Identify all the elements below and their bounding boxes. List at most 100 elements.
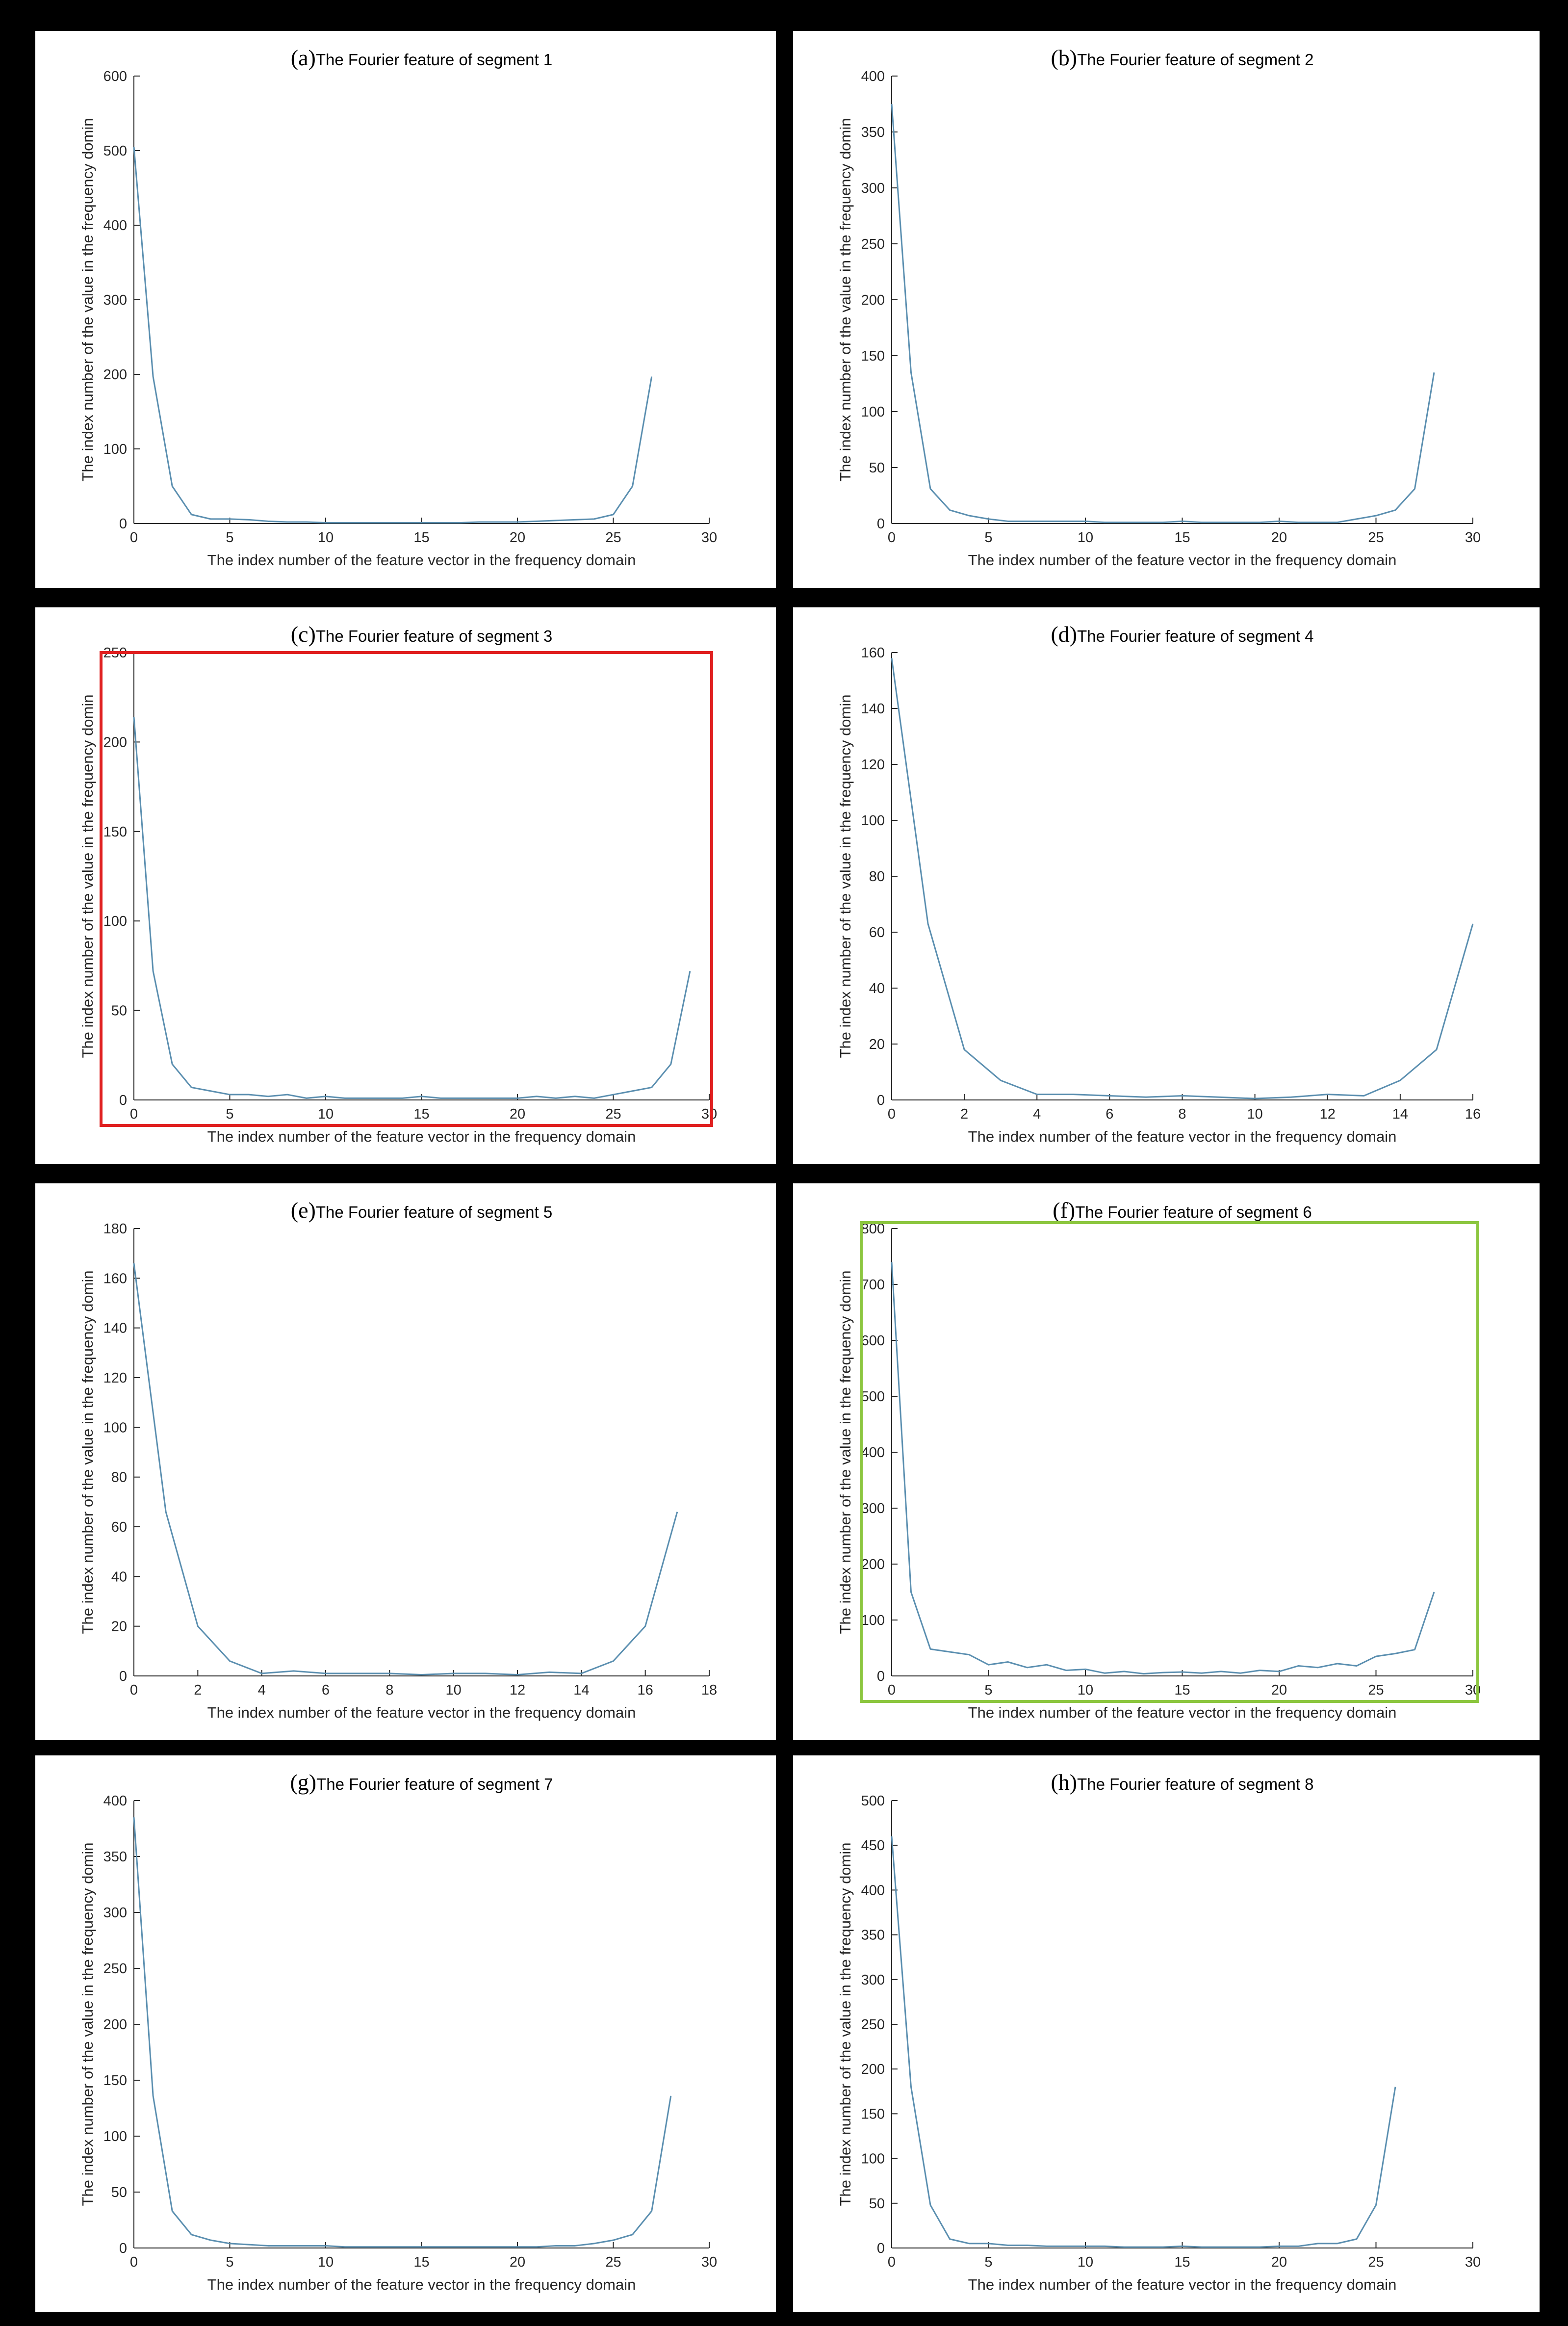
x-tick-label: 8 xyxy=(1178,1106,1186,1122)
x-axis-label: The index number of the feature vector i… xyxy=(207,1704,636,1721)
x-tick-label: 10 xyxy=(1078,2254,1093,2270)
x-tick-label: 0 xyxy=(130,1682,138,1698)
x-tick-label: 25 xyxy=(1368,530,1384,546)
y-tick-label: 0 xyxy=(877,2241,885,2256)
y-tick-label: 0 xyxy=(119,2241,127,2256)
y-tick-label: 500 xyxy=(861,1793,885,1809)
x-tick-label: 30 xyxy=(701,2254,717,2270)
y-tick-label: 500 xyxy=(103,143,127,159)
x-tick-label: 25 xyxy=(1368,2254,1384,2270)
series-line xyxy=(891,1836,1396,2248)
y-tick-label: 250 xyxy=(861,236,885,252)
x-tick-label: 5 xyxy=(984,530,992,546)
chart-panel-f: 0 5 10 15 20 25 30 0 100 200 300 400 500 600 700 800 (f)… xyxy=(793,1183,1540,1740)
y-tick-label: 200 xyxy=(103,2017,127,2033)
x-tick-label: 20 xyxy=(510,2254,525,2270)
y-tick-label: 100 xyxy=(861,2151,885,2167)
x-tick-label: 10 xyxy=(318,2254,334,2270)
x-tick-label: 5 xyxy=(984,1682,992,1698)
chart-svg: 0 5 10 15 20 25 300100200300400500600700800(f)… xyxy=(837,1198,1481,1721)
x-axis-label: The index number of the feature vector i… xyxy=(968,2276,1397,2293)
x-tick-label: 25 xyxy=(605,1106,621,1122)
x-tick-label: 5 xyxy=(226,2254,233,2270)
y-tick-label: 80 xyxy=(111,1470,127,1486)
x-tick-label: 20 xyxy=(1271,530,1287,546)
y-tick-label: 250 xyxy=(103,1961,127,1977)
chart-panel-g: 0 5 10 15 20 25 30 0 50 100 150 200 250 300 350 400 (g)T… xyxy=(35,1755,776,2312)
chart-svg: 0 2 4 6 8 10 12 14 16020406080100120140160(d)The… xyxy=(837,622,1481,1145)
y-tick-label: 400 xyxy=(103,1793,127,1809)
y-tick-label: 450 xyxy=(861,1838,885,1854)
chart-panel-e: 0 2 4 6 8 10 12 14 16 18 0 20 40 60 80 100 120 140 160 180(… xyxy=(35,1183,776,1740)
x-tick-label: 6 xyxy=(322,1682,330,1698)
x-tick-label: 15 xyxy=(1174,530,1190,546)
x-tick-label: 15 xyxy=(413,1106,429,1122)
x-tick-label: 12 xyxy=(510,1682,525,1698)
chart-svg: 0 5 10 15 20 25 30050100150200250300350400(g)T… xyxy=(79,1770,717,2293)
y-tick-label: 400 xyxy=(861,69,885,84)
y-tick-label: 600 xyxy=(861,1333,885,1349)
y-tick-label: 100 xyxy=(861,813,885,829)
y-tick-label: 200 xyxy=(103,367,127,383)
y-tick-label: 300 xyxy=(861,1972,885,1988)
x-tick-label: 18 xyxy=(701,1682,717,1698)
chart-panel-d: 0 2 4 6 8 10 12 14 16 0 20 40 60 80 100 120 140 160 (d)The… xyxy=(793,607,1540,1164)
y-tick-label: 700 xyxy=(861,1277,885,1293)
y-axis-label: The index number of the value in the fre… xyxy=(79,1842,96,2206)
x-tick-label: 15 xyxy=(413,2254,429,2270)
y-tick-label: 50 xyxy=(869,460,885,476)
x-axis-label: The index number of the feature vector i… xyxy=(968,551,1397,569)
y-tick-label: 160 xyxy=(861,645,885,661)
y-tick-label: 60 xyxy=(111,1519,127,1535)
x-tick-label: 30 xyxy=(701,530,717,546)
x-tick-label: 0 xyxy=(130,1106,138,1122)
y-axis-label: The index number of the value in the fre… xyxy=(79,1270,96,1634)
y-tick-label: 600 xyxy=(103,69,127,84)
x-tick-label: 5 xyxy=(226,530,233,546)
series-line xyxy=(891,658,1474,1099)
x-tick-label: 6 xyxy=(1105,1106,1113,1122)
y-tick-label: 200 xyxy=(103,734,127,750)
x-tick-label: 15 xyxy=(1174,2254,1190,2270)
x-tick-label: 10 xyxy=(318,1106,334,1122)
x-tick-label: 0 xyxy=(888,1682,896,1698)
y-tick-label: 300 xyxy=(103,1905,127,1921)
y-tick-label: 80 xyxy=(869,869,885,885)
x-tick-label: 8 xyxy=(386,1682,393,1698)
x-tick-label: 10 xyxy=(1078,530,1093,546)
x-tick-label: 25 xyxy=(605,2254,621,2270)
y-tick-label: 40 xyxy=(869,981,885,996)
y-tick-label: 150 xyxy=(103,2073,127,2089)
x-tick-label: 25 xyxy=(1368,1682,1384,1698)
x-tick-label: 20 xyxy=(1271,2254,1287,2270)
x-tick-label: 10 xyxy=(446,1682,462,1698)
series-line xyxy=(133,717,691,1099)
series-line xyxy=(891,1262,1435,1674)
chart-title: (c)The Fourier feature of segment 3 xyxy=(291,622,552,647)
x-axis-label: The index number of the feature vector i… xyxy=(207,551,636,569)
x-tick-label: 0 xyxy=(888,2254,896,2270)
y-tick-label: 0 xyxy=(877,1093,885,1108)
y-tick-label: 60 xyxy=(869,925,885,941)
y-tick-label: 140 xyxy=(103,1321,127,1336)
chart-svg: 0 5 10 15 20 25 30050100150200250300350400(b)T… xyxy=(837,45,1481,569)
chart-svg: 0 5 10 15 20 25 300501001502002503003504004505… xyxy=(837,1770,1481,2293)
x-tick-label: 5 xyxy=(226,1106,233,1122)
x-tick-label: 30 xyxy=(1465,2254,1481,2270)
y-tick-label: 100 xyxy=(861,404,885,420)
x-tick-label: 16 xyxy=(638,1682,653,1698)
series-line xyxy=(891,104,1435,523)
chart-title: (h)The Fourier feature of segment 8 xyxy=(1051,1770,1313,1795)
x-axis-label: The index number of the feature vector i… xyxy=(207,2276,636,2293)
y-tick-label: 0 xyxy=(119,516,127,532)
x-axis-label: The index number of the feature vector i… xyxy=(207,1128,636,1145)
y-tick-label: 0 xyxy=(877,1669,885,1684)
y-tick-label: 0 xyxy=(119,1093,127,1108)
x-tick-label: 10 xyxy=(1078,1682,1093,1698)
y-tick-label: 100 xyxy=(103,914,127,929)
y-tick-label: 400 xyxy=(861,1445,885,1461)
y-axis-label: The index number of the value in the fre… xyxy=(837,1842,854,2206)
y-tick-label: 300 xyxy=(103,292,127,308)
